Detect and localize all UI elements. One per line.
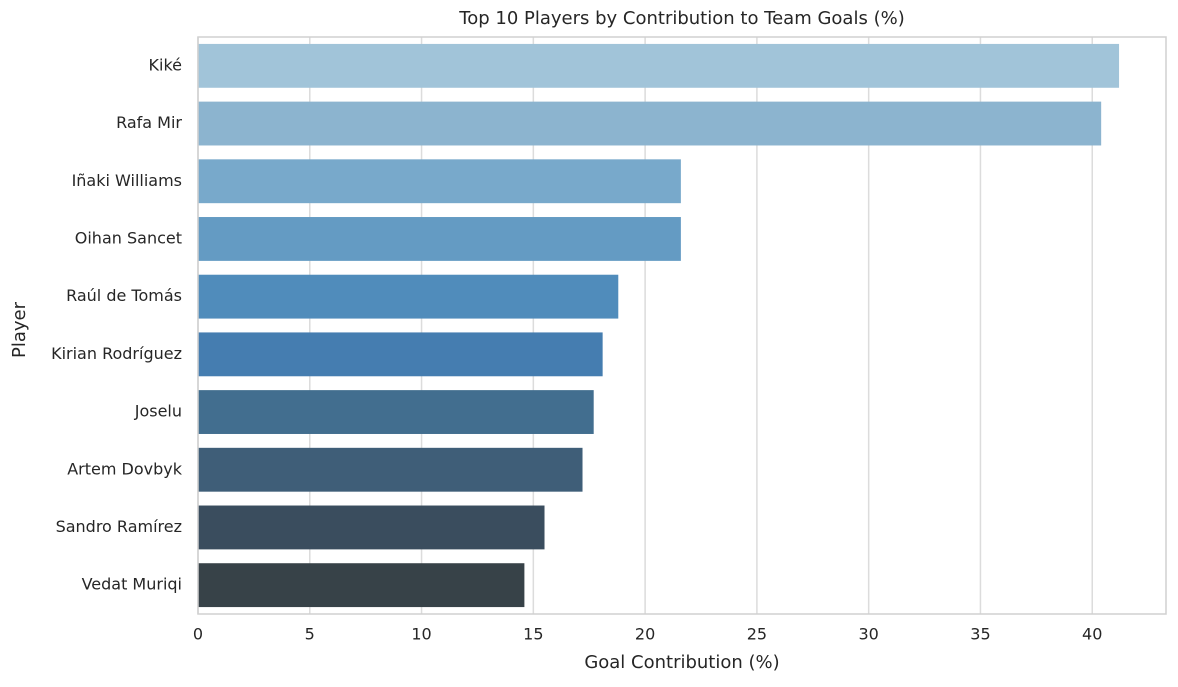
bar [198,43,1120,88]
x-tick-label: 40 [1082,625,1102,644]
chart-title: Top 10 Players by Contribution to Team G… [458,8,904,29]
y-tick-label: Oihan Sancet [75,228,182,247]
x-tick-label: 35 [970,625,990,644]
bar [198,332,603,377]
x-tick-label: 0 [193,625,203,644]
bar [198,274,619,319]
x-tick-label: 25 [747,625,767,644]
x-tick-label: 10 [411,625,431,644]
x-tick-label: 20 [635,625,655,644]
y-tick-label: Artem Dovbyk [67,459,183,478]
bar [198,101,1102,146]
y-tick-label: Kirian Rodríguez [51,344,182,363]
y-tick-label: Kiké [149,55,182,74]
bar [198,217,681,261]
y-tick-label: Iñaki Williams [72,171,182,190]
x-tick-label: 5 [305,625,315,644]
y-tick-label: Raúl de Tomás [66,286,182,305]
plot-frame [197,36,1167,615]
bar [198,159,681,204]
y-tick-label: Sandro Ramírez [56,517,182,536]
y-tick-label: Vedat Muriqi [82,575,182,594]
bar [198,447,583,492]
x-tick-label: 30 [858,625,878,644]
y-axis-label: Player [9,301,30,358]
x-tick-label: 15 [523,625,543,644]
bar [198,390,594,434]
y-tick-label: Joselu [134,402,182,421]
y-tick-label: Rafa Mir [116,113,182,132]
bar [198,563,525,608]
bar [198,505,545,550]
x-axis-label: Goal Contribution (%) [584,652,779,673]
